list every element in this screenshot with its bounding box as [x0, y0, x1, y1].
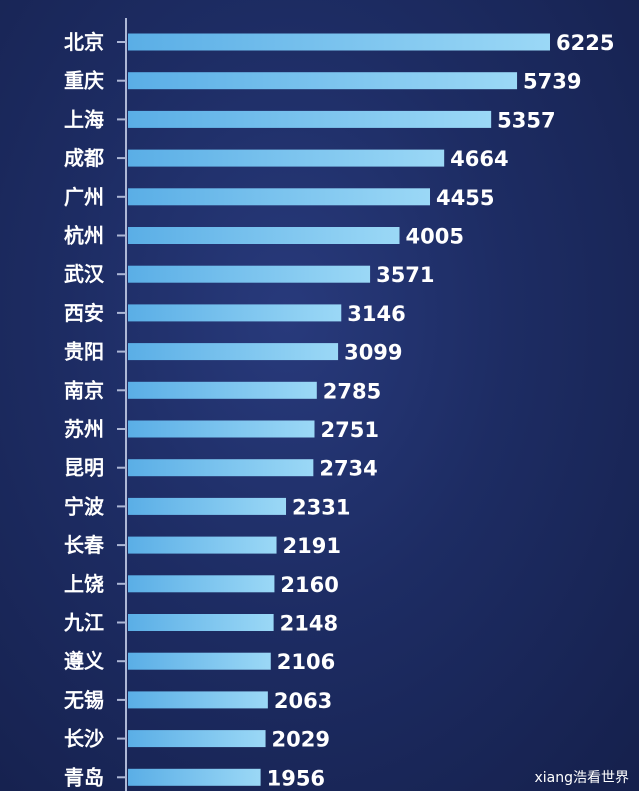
value-label: 2785 [323, 379, 381, 403]
category-label: 北京 [64, 30, 104, 54]
bar-18 [128, 730, 266, 748]
category-label: 苏州 [64, 417, 104, 441]
value-label: 2148 [280, 612, 338, 636]
bar-9 [128, 381, 317, 399]
category-label: 遵义 [64, 649, 104, 673]
value-label: 6225 [556, 31, 614, 55]
bar-19 [128, 768, 261, 786]
value-label: 3571 [376, 263, 434, 287]
bar-14 [128, 575, 275, 593]
category-label: 长春 [64, 533, 105, 557]
category-label: 武汉 [64, 262, 105, 286]
category-label: 长沙 [64, 727, 104, 751]
value-label: 2106 [277, 650, 335, 674]
bar-10 [128, 420, 315, 438]
bars-group [128, 33, 550, 786]
bar-12 [128, 497, 287, 515]
category-label: 贵阳 [64, 340, 104, 364]
value-label: 5739 [523, 70, 581, 94]
value-label: 2029 [272, 728, 330, 752]
category-label: 上海 [64, 107, 104, 131]
category-label: 杭州 [64, 224, 104, 248]
category-label: 南京 [64, 378, 104, 402]
bar-6 [128, 265, 371, 283]
category-label: 昆明 [64, 456, 104, 480]
value-label: 5357 [497, 108, 555, 132]
value-label: 4664 [450, 147, 508, 171]
bar-3 [128, 149, 445, 167]
value-label: 4005 [406, 225, 464, 249]
value-label: 3146 [347, 302, 405, 326]
value-label: 2191 [283, 534, 341, 558]
bar-7 [128, 304, 342, 322]
value-label: 2751 [320, 418, 378, 442]
value-label: 2734 [319, 457, 377, 481]
category-label: 宁波 [64, 494, 105, 518]
value-label: 2160 [280, 573, 338, 597]
value-label: 1956 [267, 766, 325, 790]
bar-13 [128, 536, 277, 554]
category-label: 重庆 [64, 69, 104, 93]
category-label: 成都 [64, 146, 104, 170]
bar-0 [128, 33, 550, 51]
bar-8 [128, 343, 339, 361]
category-label: 青岛 [64, 765, 104, 789]
value-label: 2331 [292, 495, 350, 519]
bar-16 [128, 652, 271, 670]
y-axis-ticks [117, 41, 126, 779]
bar-11 [128, 459, 314, 477]
bar-5 [128, 227, 400, 244]
bar-1 [128, 72, 518, 90]
bar-2 [128, 110, 492, 128]
value-label: 3099 [344, 341, 402, 365]
value-label: 2063 [274, 689, 332, 713]
category-label: 上饶 [64, 572, 104, 596]
bar-17 [128, 691, 268, 709]
value-label: 4455 [436, 186, 494, 210]
category-label: 九江 [63, 611, 104, 635]
category-label: 西安 [64, 301, 104, 325]
watermark: xiang浩看世界 [534, 770, 629, 786]
category-label: 无锡 [64, 688, 104, 712]
value-labels: 6225 5739 5357 4664 4455 4005 3571 3146 3099 2785… [267, 31, 615, 790]
bar-4 [128, 188, 431, 206]
bar-15 [128, 614, 274, 631]
category-label: 广州 [64, 185, 104, 209]
